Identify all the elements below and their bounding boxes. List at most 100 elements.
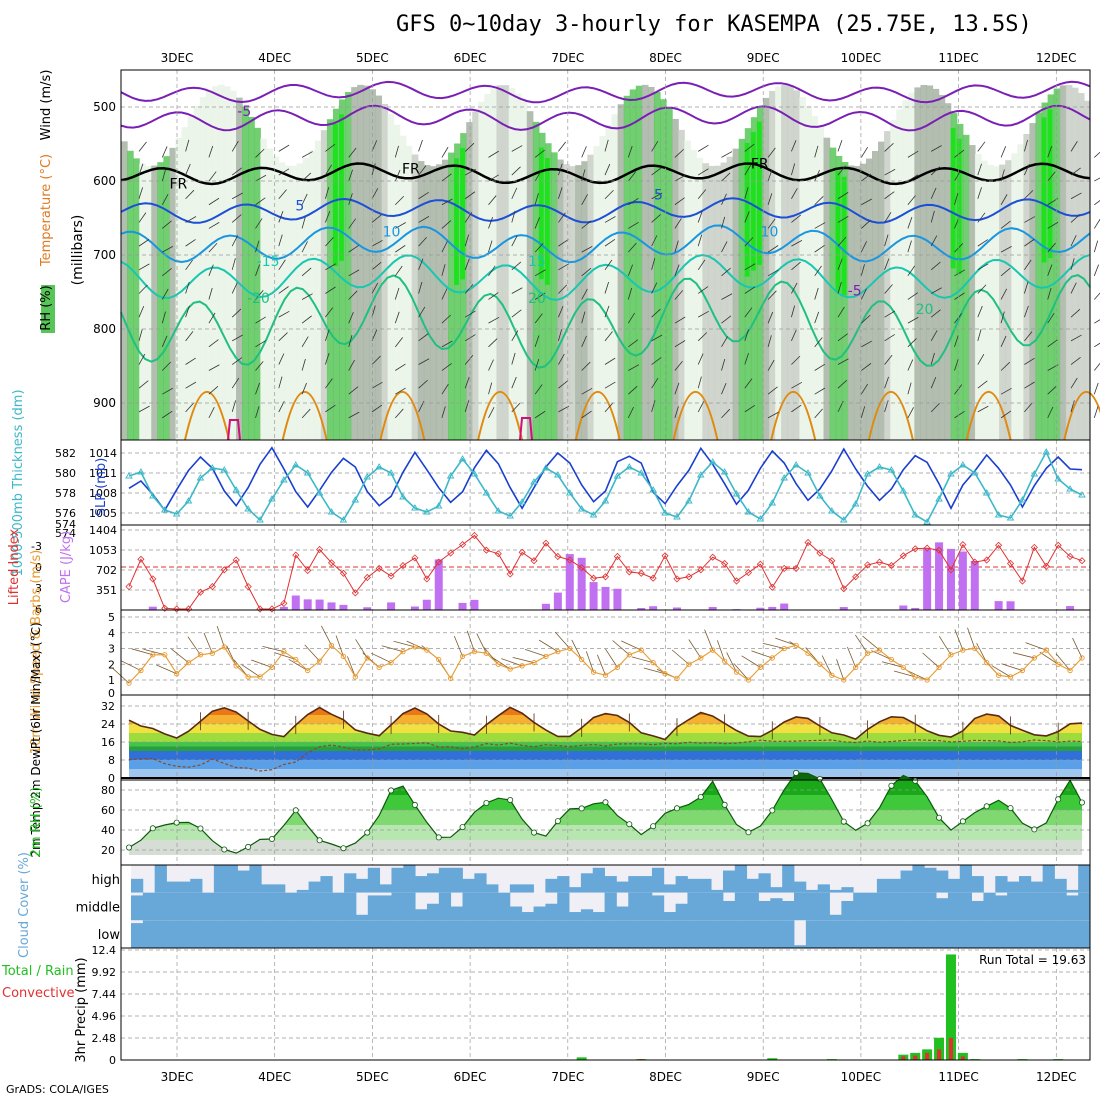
rh-saturated-column — [956, 138, 962, 275]
upper-wind-barb — [511, 166, 521, 176]
upper-wind-barb — [208, 264, 214, 276]
thickness-marker — [959, 461, 967, 468]
wind-speed-marker — [495, 661, 501, 667]
upper-wind-barb — [674, 406, 679, 418]
surface-wind-barb — [171, 648, 189, 663]
upper-wind-barb — [1024, 259, 1032, 271]
isotherm-line — [120, 104, 1091, 132]
upper-wind-barb — [604, 281, 609, 294]
upper-wind-barb — [558, 405, 570, 413]
thickness-marker — [1066, 485, 1074, 492]
thickness-marker — [780, 474, 788, 481]
rh-marker — [483, 800, 490, 807]
precip-tick-label: 9.92 — [92, 966, 117, 979]
lifted-index-marker — [387, 572, 395, 580]
wind-speed-marker — [328, 642, 335, 648]
upper-wind-barb — [977, 353, 985, 365]
cape-bar — [601, 586, 610, 610]
thickness-axis-label: 1000-500mb Thickness (dm) — [11, 389, 26, 576]
temperature-color-band — [129, 724, 1082, 733]
upper-wind-barb — [394, 265, 403, 277]
upper-wind-barb — [231, 214, 242, 223]
upper-wind-barb — [1070, 400, 1075, 412]
cloud-cover-bar — [166, 881, 179, 893]
isotherm-label: -15 — [257, 254, 280, 270]
lifted-index-line — [128, 534, 1083, 610]
rh-shading-column — [369, 89, 376, 440]
wind-speed-marker — [638, 647, 644, 653]
rh-shading-column — [968, 145, 976, 440]
pressure-tick-label: 900 — [93, 396, 116, 410]
cloud-cover-bar — [237, 870, 250, 893]
wind-speed-marker — [1067, 667, 1073, 674]
rh-marker — [769, 807, 776, 814]
wind-speed-marker — [424, 647, 430, 653]
upper-wind-barb — [697, 234, 703, 247]
isotherm-label: 20 — [916, 302, 934, 318]
rh-shading-column — [896, 109, 903, 440]
upper-wind-barb — [721, 293, 733, 300]
upper-wind-barb — [418, 333, 429, 342]
lifted-index-marker — [447, 549, 455, 557]
upper-wind-barb — [511, 309, 522, 318]
wind-speed-marker — [305, 667, 311, 674]
lifted-index-marker — [232, 556, 240, 564]
credit-text: GrADS: COLA/IGES — [6, 1083, 109, 1096]
upper-wind-barb — [138, 263, 150, 271]
cloud-cover-bar — [651, 920, 665, 948]
surface-wind-barb — [554, 631, 571, 649]
upper-wind-barb — [628, 364, 640, 371]
thickness-marker — [482, 489, 491, 496]
rh-saturated-column — [339, 114, 344, 261]
lifted-index-marker — [173, 605, 181, 613]
surface-wind-barb — [605, 648, 618, 668]
cloud-cover-bar — [900, 920, 913, 948]
thickness-marker — [577, 505, 586, 512]
cloud-cover-bar — [734, 892, 748, 921]
pressure-tick-label: 500 — [93, 100, 116, 114]
upper-wind-barb — [488, 316, 500, 324]
lifted-index-marker — [840, 585, 848, 593]
upper-wind-barb — [581, 246, 593, 253]
rh-marker — [816, 776, 823, 783]
lifted-index-marker — [363, 573, 371, 582]
thickness-marker — [875, 463, 884, 470]
cloud-cover-bar — [900, 870, 913, 893]
upper-wind-barb — [534, 217, 540, 229]
upper-wind-barb — [884, 376, 889, 389]
cloud-cover-bar — [640, 876, 653, 893]
cloud-cover-bar — [995, 920, 1008, 948]
upper-wind-barb — [884, 234, 889, 247]
rh-shading-column — [417, 161, 425, 440]
cloud-cover-bar — [604, 876, 617, 893]
rh-tick-label: 40 — [101, 824, 115, 837]
total-precip-bar — [934, 1037, 945, 1060]
upper-wind-barb — [1000, 146, 1007, 158]
rh-marker — [1007, 805, 1014, 812]
thickness-marker — [982, 489, 991, 496]
rh-saturated-column — [1041, 117, 1047, 263]
upper-wind-barb — [860, 383, 869, 395]
upper-wind-barb — [138, 380, 149, 389]
thickness-marker — [458, 455, 467, 462]
upper-wind-barb — [138, 405, 150, 413]
upper-wind-barb — [627, 264, 634, 276]
upper-wind-barb — [162, 361, 172, 371]
rh-shading-column — [242, 106, 249, 440]
upper-wind-barb — [348, 269, 360, 277]
upper-wind-barb — [418, 306, 426, 318]
upper-wind-barb — [138, 141, 147, 152]
surface-wind-barb — [512, 657, 535, 664]
surface-wind-barb — [1072, 637, 1083, 659]
lifted-index-marker — [482, 546, 490, 554]
wind-speed-marker — [626, 652, 632, 658]
rh-shading-column — [320, 130, 328, 441]
cape-bar — [422, 599, 431, 610]
upper-wind-barb — [301, 172, 312, 182]
cloud-cover-bar — [1018, 920, 1032, 948]
upper-wind-barb — [464, 212, 473, 223]
upper-wind-barb — [628, 339, 639, 348]
cape-bar — [303, 599, 312, 610]
cloud-cover-bar — [1030, 881, 1044, 893]
lifted-index-marker — [399, 562, 407, 570]
